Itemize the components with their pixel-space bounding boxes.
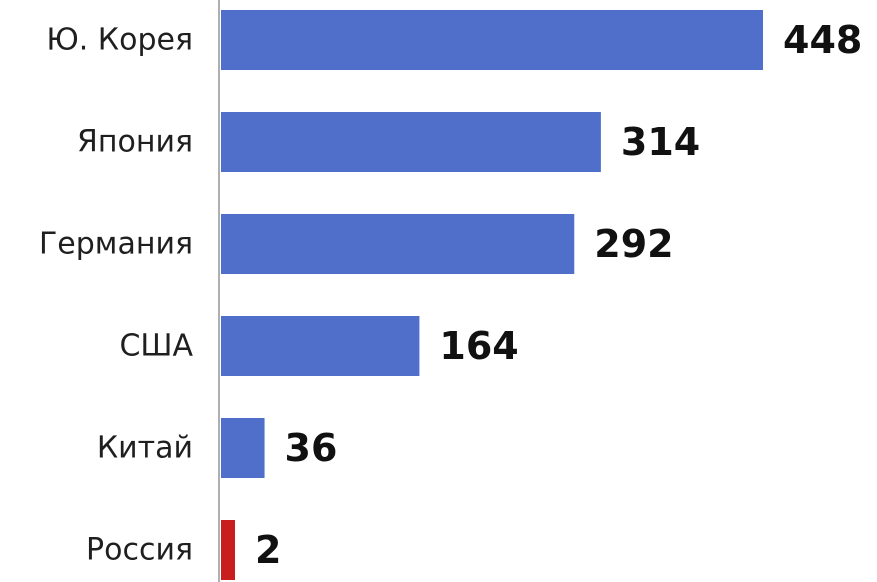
value-label: 2 xyxy=(255,528,281,572)
value-label: 448 xyxy=(783,18,862,62)
category-label: США xyxy=(119,329,193,364)
category-label: Германия xyxy=(39,227,193,262)
value-label: 164 xyxy=(439,324,518,368)
bar xyxy=(221,112,601,172)
category-label: Ю. Корея xyxy=(46,23,193,58)
category-label: Япония xyxy=(77,125,193,160)
category-label: Китай xyxy=(97,431,193,466)
value-label: 314 xyxy=(621,120,700,164)
value-label: 292 xyxy=(594,222,673,266)
bar xyxy=(221,316,420,376)
value-label: 36 xyxy=(285,426,338,470)
bar xyxy=(221,418,265,478)
bar xyxy=(221,214,575,274)
bar xyxy=(221,520,235,580)
bar xyxy=(221,10,763,70)
category-label: Россия xyxy=(86,533,193,568)
